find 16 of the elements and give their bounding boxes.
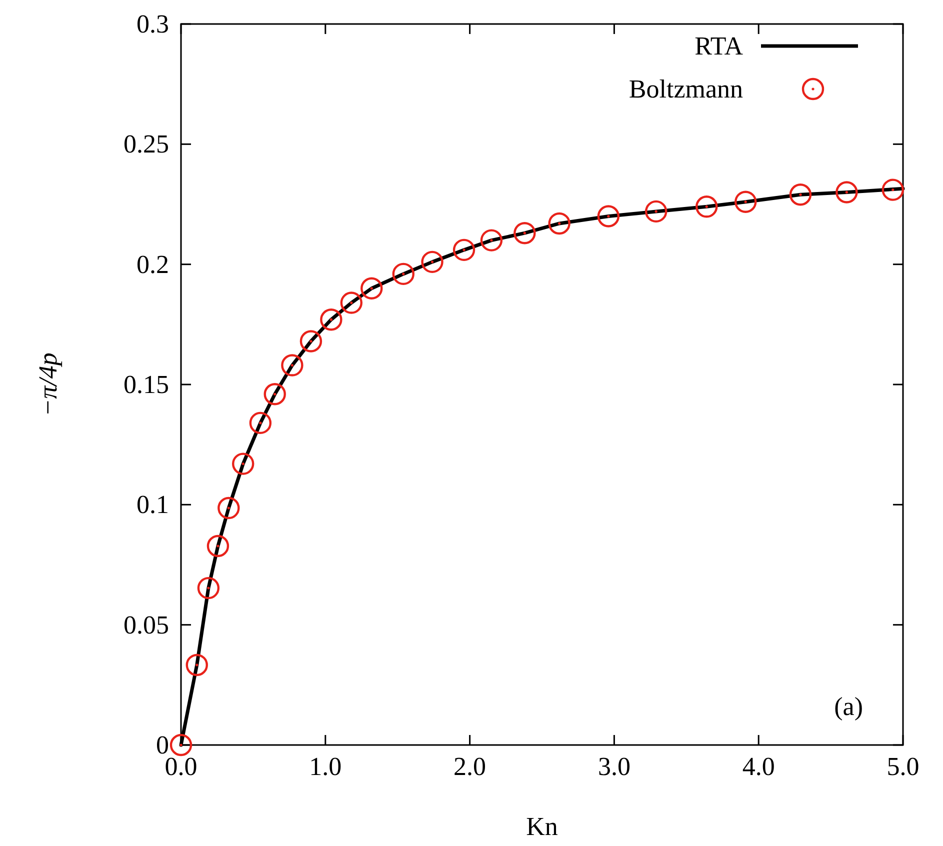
x-axis-title: Kn xyxy=(526,812,558,841)
y-axis-title: −π/4p xyxy=(34,352,62,416)
x-tick-label: 5.0 xyxy=(886,752,920,781)
annotation: (a) xyxy=(834,692,863,721)
y-tick-label: 0.15 xyxy=(124,370,169,399)
x-tick-label: 2.0 xyxy=(454,752,486,781)
x-tick-label: 3.0 xyxy=(598,752,630,781)
y-tick-label: 0.2 xyxy=(136,250,169,279)
legend-label: RTA xyxy=(694,32,744,60)
y-tick-label: 0.1 xyxy=(136,490,169,520)
y-tick-label: 0.05 xyxy=(124,610,169,640)
x-tick-label: 4.0 xyxy=(742,752,775,781)
y-tick-label: 0.3 xyxy=(136,10,169,38)
y-tick-label: 0.25 xyxy=(124,130,169,159)
legend-label: Boltzmann xyxy=(628,74,743,104)
x-tick-label: 1.0 xyxy=(309,752,342,781)
